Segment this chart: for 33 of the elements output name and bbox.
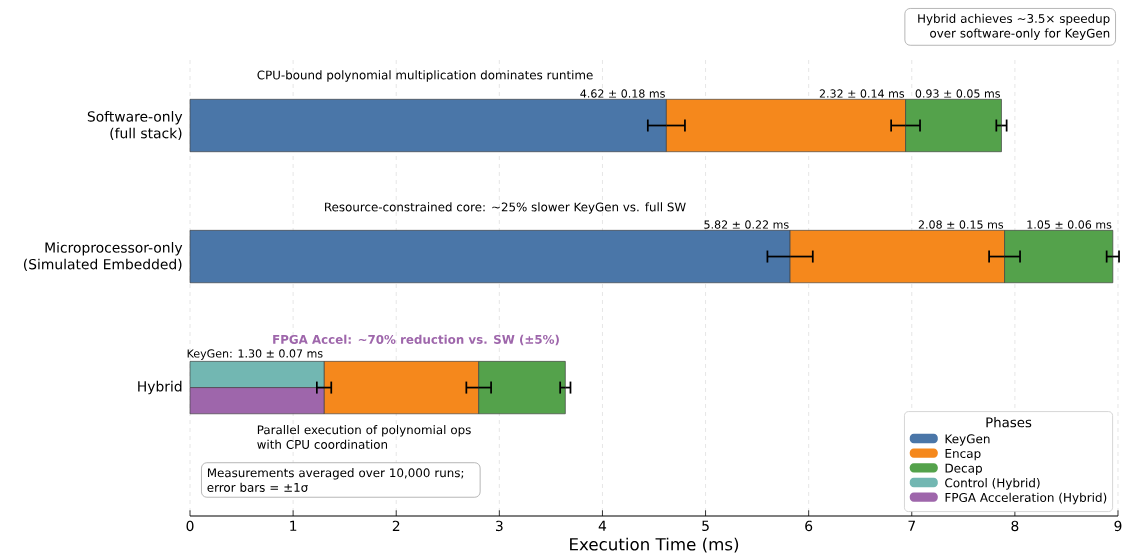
x-tick-label: 0: [186, 520, 194, 532]
x-tick-label: 2: [392, 520, 400, 531]
x-tick-label: 1: [290, 520, 297, 531]
x-tick-label: 8: [1011, 520, 1019, 532]
annotation: FPGA Accel: ~70% reduction vs. SW (±5%): [273, 334, 559, 346]
data-label: 5.82 ± 0.22 ms: [704, 220, 789, 229]
legend-title: Phases: [986, 417, 1032, 428]
data-label: 4.62 ± 0.18 ms: [580, 89, 665, 98]
text: Hybrid achieves ~3.5× speedup over software-only for KeyGen: [918, 13, 1110, 40]
legend-label: KeyGen: [945, 434, 990, 446]
annotation: Measurements averaged over 10,000 runs; error bars = ±1σ: [207, 468, 464, 492]
x-tick-label: 4: [598, 520, 607, 531]
data-label: 0.93 ± 0.05 ms: [915, 89, 1000, 98]
y-tick-label: Hybrid: [138, 380, 182, 395]
data-label: 2.32 ± 0.14 ms: [819, 89, 905, 98]
data-label: 1.05 ± 0.06 ms: [1027, 220, 1112, 229]
annotation: CPU-bound polynomial multiplication dominates runtime: [257, 70, 593, 82]
x-axis-title: Execution Time (ms): [570, 537, 739, 553]
x-tick-label: 3: [495, 520, 503, 532]
legend-label: Decap: [945, 463, 982, 476]
y-tick-label: Software-only (full stack): [87, 111, 183, 141]
annotation: Parallel execution of polynomial ops with CPU coordination: [257, 425, 471, 449]
data-label: 2.08 ± 0.15 ms: [918, 220, 1004, 229]
legend-label: FPGA Acceleration (Hybrid): [945, 492, 1107, 505]
data-label: KeyGen: 1.30 ± 0.07 ms: [187, 349, 323, 360]
x-tick-label: 9: [1114, 520, 1122, 532]
x-tick-label: 6: [805, 520, 813, 532]
x-tick-label: 5: [702, 520, 709, 531]
y-tick-label: Microprocessor-only (Simulated Embedded): [23, 242, 183, 272]
legend-label: Encap: [945, 449, 981, 461]
x-tick-label: 7: [908, 520, 915, 531]
annotation: Resource-constrained core: ~25% slower KeyGen vs. full SW: [325, 202, 686, 214]
legend-label: Control (Hybrid): [945, 478, 1040, 490]
